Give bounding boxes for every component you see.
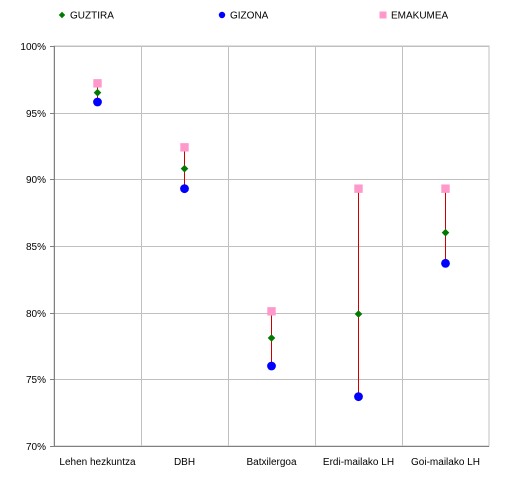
legend-marker-emakumea (379, 11, 387, 19)
point-guztira-erdi-mailako-lh (354, 310, 363, 318)
point-gizona-batxilergoa (267, 361, 276, 371)
legend-marker-guztira (58, 11, 66, 19)
point-gizona-goi-mailako-lh (441, 258, 450, 268)
x-tick-label-erdi-mailako-lh: Erdi-mailako LH (323, 457, 394, 468)
point-gizona-lehen-hezkuntza (93, 97, 102, 107)
x-axis: Lehen hezkuntza DBH Batxilergoa Erdi-mailak… (54, 446, 489, 468)
legend-label-gizona: GIZONA (230, 11, 269, 22)
y-tick-label-100: 100% (20, 42, 46, 53)
point-guztira-lehen-hezkuntza (93, 88, 102, 97)
y-axis: 70% 75% 80% 85% 90% 95% 100% (20, 42, 55, 453)
point-gizona-dbh (180, 184, 189, 194)
y-tick-label-90: 90% (26, 175, 46, 186)
x-tick-label-dbh: DBH (174, 457, 195, 468)
legend-marker-gizona (218, 11, 226, 19)
y-tick-label-95: 95% (26, 109, 46, 120)
x-tick-label-goi-mailako-lh: Goi-mailako LH (411, 457, 480, 468)
x-tick-label-batxilergoa: Batxilergoa (246, 457, 296, 468)
point-guztira-goi-mailako-lh (441, 228, 450, 237)
point-emakumea-goi-mailako-lh (441, 184, 450, 193)
point-emakumea-lehen-hezkuntza (93, 79, 102, 88)
legend-label-emakumea: EMAKUMEA (391, 11, 449, 22)
point-guztira-dbh (180, 164, 189, 173)
point-gizona-erdi-mailako-lh (354, 392, 363, 402)
gridlines (53, 45, 490, 447)
y-tick-label-70: 70% (26, 442, 46, 453)
legend-label-guztira: GUZTIRA (70, 11, 114, 22)
x-tick-label-lehen-hezkuntza: Lehen hezkuntza (59, 457, 136, 468)
point-emakumea-batxilergoa (267, 307, 276, 316)
point-emakumea-erdi-mailako-lh (354, 184, 363, 193)
y-tick-label-80: 80% (26, 309, 46, 320)
point-emakumea-dbh (180, 143, 189, 152)
y-tick-label-75: 75% (26, 375, 46, 386)
legend: GUZTIRA GIZONA EMAKUMEA (58, 11, 449, 22)
point-guztira-batxilergoa (267, 334, 276, 342)
y-tick-label-85: 85% (26, 242, 46, 253)
data-points (93, 79, 450, 402)
